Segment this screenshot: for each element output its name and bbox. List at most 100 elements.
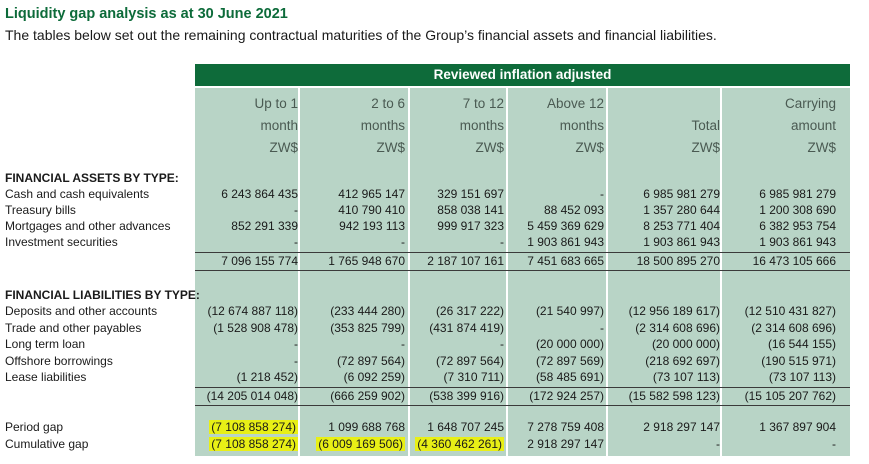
column-header: ZW$ (691, 140, 721, 155)
table-cell: 2 187 107 161 (389, 253, 504, 269)
cell-value: (6 092 259) (343, 370, 405, 384)
cell-value: (73 107 113) (652, 370, 720, 384)
table-band-header: Reviewed inflation adjusted (195, 64, 850, 86)
column-header: Carrying (784, 96, 836, 111)
cell-value: 329 151 697 (437, 187, 504, 201)
cell-value: - (294, 353, 298, 368)
page-title: Liquidity gap analysis as at 30 June 202… (5, 6, 288, 22)
cell-value: (431 874 419) (429, 320, 504, 335)
cell-value: - (294, 337, 298, 351)
cell-value: 7 096 155 774 (221, 254, 298, 268)
table-cell: (21 540 997) (489, 303, 604, 319)
table-cell: 1 099 688 768 (290, 419, 405, 435)
table-cell: 999 917 323 (389, 218, 504, 234)
row-label: Mortgages and other advances (5, 219, 171, 233)
table-cell: (2 314 608 696) (605, 320, 720, 336)
cell-value: - (600, 187, 604, 201)
column-header: ZW$ (475, 140, 505, 155)
cell-value: (1 528 908 478) (213, 320, 298, 335)
cell-value: - (401, 337, 405, 351)
cell-value: (72 897 564) (435, 353, 504, 368)
cell-value: 2 918 297 147 (527, 437, 604, 451)
column-header: months (559, 118, 604, 133)
cell-value: (2 314 608 696) (751, 320, 836, 335)
cell-value: - (294, 203, 298, 217)
column-shading (608, 88, 720, 456)
cell-value: 942 193 113 (339, 219, 405, 233)
table-cell: - (183, 234, 298, 250)
cell-value: (190 515 971) (761, 353, 836, 368)
column-header: 7 to 12 (462, 96, 504, 111)
table-cell: - (290, 234, 405, 250)
table-cell: (4 360 462 261) (389, 436, 504, 452)
cell-value: 412 965 147 (338, 187, 405, 201)
total-rule (195, 252, 850, 253)
column-header: amount (790, 118, 836, 133)
table-cell: 1 367 897 904 (721, 419, 836, 435)
table-cell: - (489, 186, 604, 202)
table-cell: (2 314 608 696) (721, 320, 836, 336)
table-cell: 8 253 771 404 (605, 218, 720, 234)
table-cell: - (183, 202, 298, 218)
table-cell: 1 903 861 943 (489, 234, 604, 250)
table-cell: - (389, 234, 504, 250)
table-cell: (26 317 222) (389, 303, 504, 319)
column-header: months (459, 118, 504, 133)
row-label: Cash and cash equivalents (5, 187, 150, 201)
table-cell: (6 092 259) (290, 369, 405, 385)
table-cell: (538 399 916) (389, 388, 504, 404)
table-cell: 410 790 410 (290, 202, 405, 218)
table-cell: (72 897 569) (489, 353, 604, 369)
column-header: ZW$ (376, 140, 406, 155)
table-cell: 6 243 864 435 (183, 186, 298, 202)
cell-value: 18 500 895 270 (636, 254, 720, 268)
table-cell: 5 459 369 629 (489, 218, 604, 234)
cell-value: (12 674 887 118) (207, 304, 298, 318)
cell-value: (72 897 569) (535, 353, 604, 368)
cell-value: (172 924 257) (529, 388, 604, 403)
cell-value: 1 648 707 245 (427, 420, 504, 434)
cell-value: (16 544 155) (767, 337, 836, 351)
table-cell: 852 291 339 (183, 218, 298, 234)
cell-value: - (600, 320, 604, 335)
cell-value: 1 200 308 690 (759, 203, 836, 217)
table-cell: (20 000 000) (605, 336, 720, 352)
total-rule-bottom (195, 270, 850, 271)
table-cell: 1 903 861 943 (721, 234, 836, 250)
cell-value: (233 444 280) (330, 304, 405, 318)
table-cell: (7 108 858 274) (183, 436, 298, 452)
page-subtitle: The tables below set out the remaining c… (5, 27, 717, 43)
cell-value: - (716, 437, 720, 451)
table-cell: 7 278 759 408 (489, 419, 604, 435)
table-cell: - (721, 436, 836, 452)
cell-value: (15 105 207 762) (744, 388, 836, 403)
cell-value: (218 692 697) (645, 353, 720, 368)
table-cell: (431 874 419) (389, 320, 504, 336)
row-label: Treasury bills (5, 203, 76, 217)
column-shading (410, 88, 506, 456)
column-shading (722, 88, 850, 456)
cell-value: - (832, 437, 836, 451)
column-header: Above 12 (546, 96, 604, 111)
table-cell: (58 485 691) (489, 369, 604, 385)
table-cell: 7 451 683 665 (489, 253, 604, 269)
table-cell: 1 357 280 644 (605, 202, 720, 218)
row-label: Offshore borrowings (5, 353, 113, 368)
table-cell: - (183, 353, 298, 369)
table-cell: - (389, 336, 504, 352)
table-cell: (233 444 280) (290, 303, 405, 319)
cell-value: - (401, 235, 405, 249)
cell-value: 6 243 864 435 (221, 187, 298, 201)
column-shading (195, 88, 298, 456)
table-cell: - (605, 436, 720, 452)
row-label: Investment securities (5, 235, 118, 249)
table-cell: (73 107 113) (605, 369, 720, 385)
cell-value: (4 360 462 261) (415, 437, 504, 451)
table-cell: (1 218 452) (183, 369, 298, 385)
row-label: Cumulative gap (5, 437, 89, 451)
cell-value: 6 382 953 754 (759, 219, 836, 233)
total-rule-bottom (195, 404, 850, 406)
cell-value: 410 790 410 (338, 203, 405, 217)
table-cell: (12 510 431 827) (721, 303, 836, 319)
section-heading-assets: FINANCIAL ASSETS BY TYPE: (5, 171, 179, 185)
